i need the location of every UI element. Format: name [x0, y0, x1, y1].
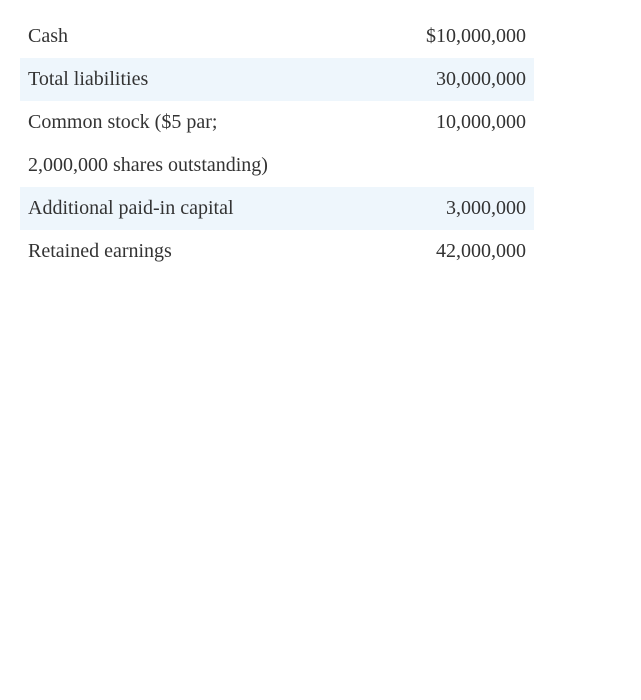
row-value: 30,000,000: [436, 68, 526, 90]
table-row: Retained earnings 42,000,000: [20, 230, 534, 273]
row-label: Common stock ($5 par;: [28, 111, 218, 133]
row-value: 42,000,000: [436, 240, 526, 262]
row-label: Total liabilities: [28, 68, 149, 90]
table-row: Common stock ($5 par; 10,000,000: [20, 101, 534, 144]
table-row: 2,000,000 shares outstanding): [20, 144, 534, 187]
row-label: Additional paid-in capital: [28, 197, 234, 219]
table-row: Additional paid-in capital 3,000,000: [20, 187, 534, 230]
row-value: $10,000,000: [426, 25, 526, 47]
row-value: 3,000,000: [446, 197, 526, 219]
row-value: 10,000,000: [436, 111, 526, 133]
table-row: Total liabilities 30,000,000: [20, 58, 534, 101]
row-label: 2,000,000 shares outstanding): [28, 154, 268, 176]
table-row: Cash $10,000,000: [20, 15, 534, 58]
row-label: Retained earnings: [28, 240, 172, 262]
row-label: Cash: [28, 25, 68, 47]
balance-sheet-table: Cash $10,000,000 Total liabilities 30,00…: [20, 15, 534, 273]
